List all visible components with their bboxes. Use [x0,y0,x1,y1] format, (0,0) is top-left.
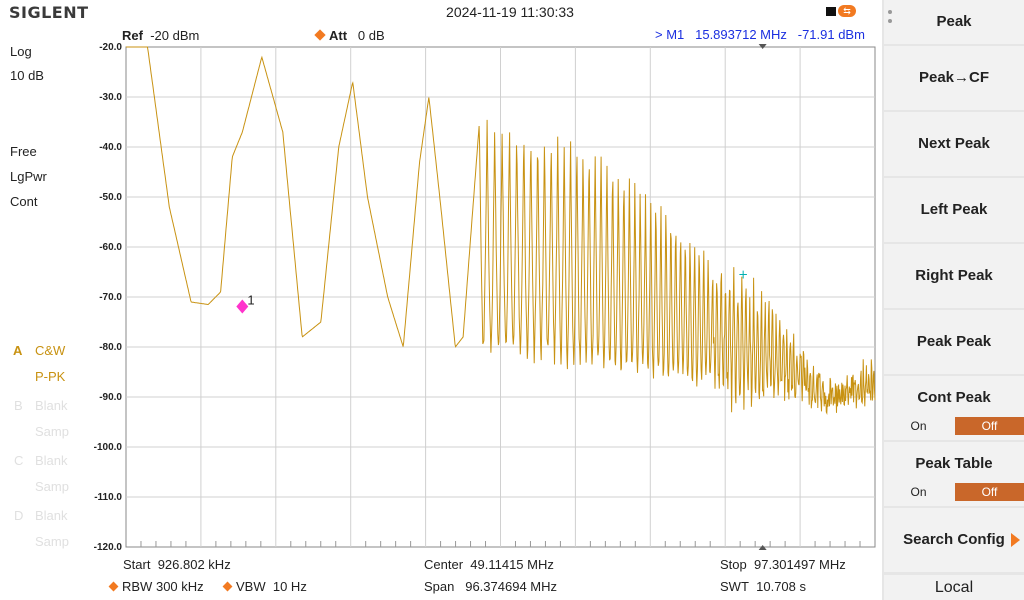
usb-icon: ⇆ [838,5,856,17]
battery-icon [826,7,836,16]
vbw[interactable]: VBW 10 Hz [224,579,307,594]
rbw[interactable]: RBW 300 kHz [110,579,204,594]
sweep-mode: Cont [10,194,38,209]
trace-d-type: Blank [35,508,68,523]
trace-d-detector: Samp [35,534,69,549]
cont-peak-toggle[interactable]: On Off [884,417,1024,435]
y-tick-label: -80.0 [99,342,122,353]
y-tick-label: -40.0 [99,142,122,153]
span[interactable]: Span 96.374694 MHz [424,579,557,594]
y-tick-label: -60.0 [99,242,122,253]
grid [125,46,876,548]
y-tick-label: -50.0 [99,192,122,203]
attenuation[interactable]: Att 0 dB [314,28,385,43]
marker-1-diamond [236,299,249,314]
ref-level[interactable]: Ref -20 dBm [122,28,200,43]
y-tick-label: -30.0 [99,92,122,103]
trace-b-detector: Samp [35,424,69,439]
peak-to-cf-button[interactable]: Peak→CF [884,46,1024,110]
trace-a-line [126,46,876,415]
trigger-mode: Free [10,144,37,159]
center-caret-top [758,44,767,49]
trace-b-letter[interactable]: B [14,398,23,413]
status-bar: SIGLENT 2024-11-19 11:30:33 ⇆ [0,0,882,24]
right-peak-button[interactable]: Right Peak [884,244,1024,308]
y-axis-ticks: -20.0 -30.0 -40.0 -50.0 -60.0 -70.0 -80.0 -90.0… [94,42,123,553]
sweep-time[interactable]: SWT 10.708 s [720,579,806,594]
y-tick-label: -90.0 [99,392,122,403]
datetime: 2024-11-19 11:30:33 [446,4,574,20]
trace-a-letter[interactable]: A [13,343,23,358]
trace-c-letter[interactable]: C [14,453,24,468]
center-caret-bottom [758,545,767,550]
trace-a-detector: P-PK [35,369,66,384]
trace-b-type: Blank [35,398,68,413]
y-tick-label: -20.0 [99,42,122,53]
peak-table-toggle[interactable]: On Off [884,483,1024,501]
trace-d-letter[interactable]: D [14,508,24,523]
submenu-arrow-icon [1011,533,1020,547]
stop-freq[interactable]: Stop 97.301497 MHz [720,557,846,572]
trace-a-type: C&W [35,343,66,358]
spectrum-plot[interactable]: -20.0 -30.0 -40.0 -50.0 -60.0 -70.0 -80.0 -90.0… [0,0,882,600]
marker-1-label: 1 [247,293,254,308]
brand-logo: SIGLENT [9,3,89,22]
left-peak-button[interactable]: Left Peak [884,178,1024,242]
scale-type: Log [10,44,32,59]
y-tick-label: -70.0 [99,292,122,303]
local-button[interactable]: Local [884,575,1024,600]
peak-table-on[interactable]: On [884,483,953,501]
y-tick-label: -120.0 [94,542,123,553]
search-config-button[interactable]: Search Config [884,508,1024,572]
softkey-menu: Peak Peak→CF Next Peak Left Peak Right P… [882,0,1024,600]
y-tick-label: -110.0 [94,492,122,503]
center-freq[interactable]: Center 49.11415 MHz [424,557,554,572]
peak-menu-title[interactable]: Peak [884,0,1024,44]
peak-peak-button[interactable]: Peak Peak [884,310,1024,374]
drag-handle-icon[interactable] [888,10,892,28]
peak-table-off[interactable]: Off [955,483,1024,501]
marker-readout: > M1 15.893712 MHz -71.91 dBm [655,27,865,42]
start-freq[interactable]: Start 926.802 kHz [123,557,231,572]
cont-peak-on[interactable]: On [884,417,953,435]
trace-c-type: Blank [35,453,68,468]
peak-search-indicator: + [738,268,748,282]
avg-type: LgPwr [10,169,47,184]
scale-div: 10 dB [10,68,44,83]
y-tick-label: -100.0 [94,442,123,453]
cont-peak-off[interactable]: Off [955,417,1024,435]
trace-c-detector: Samp [35,479,69,494]
next-peak-button[interactable]: Next Peak [884,112,1024,176]
